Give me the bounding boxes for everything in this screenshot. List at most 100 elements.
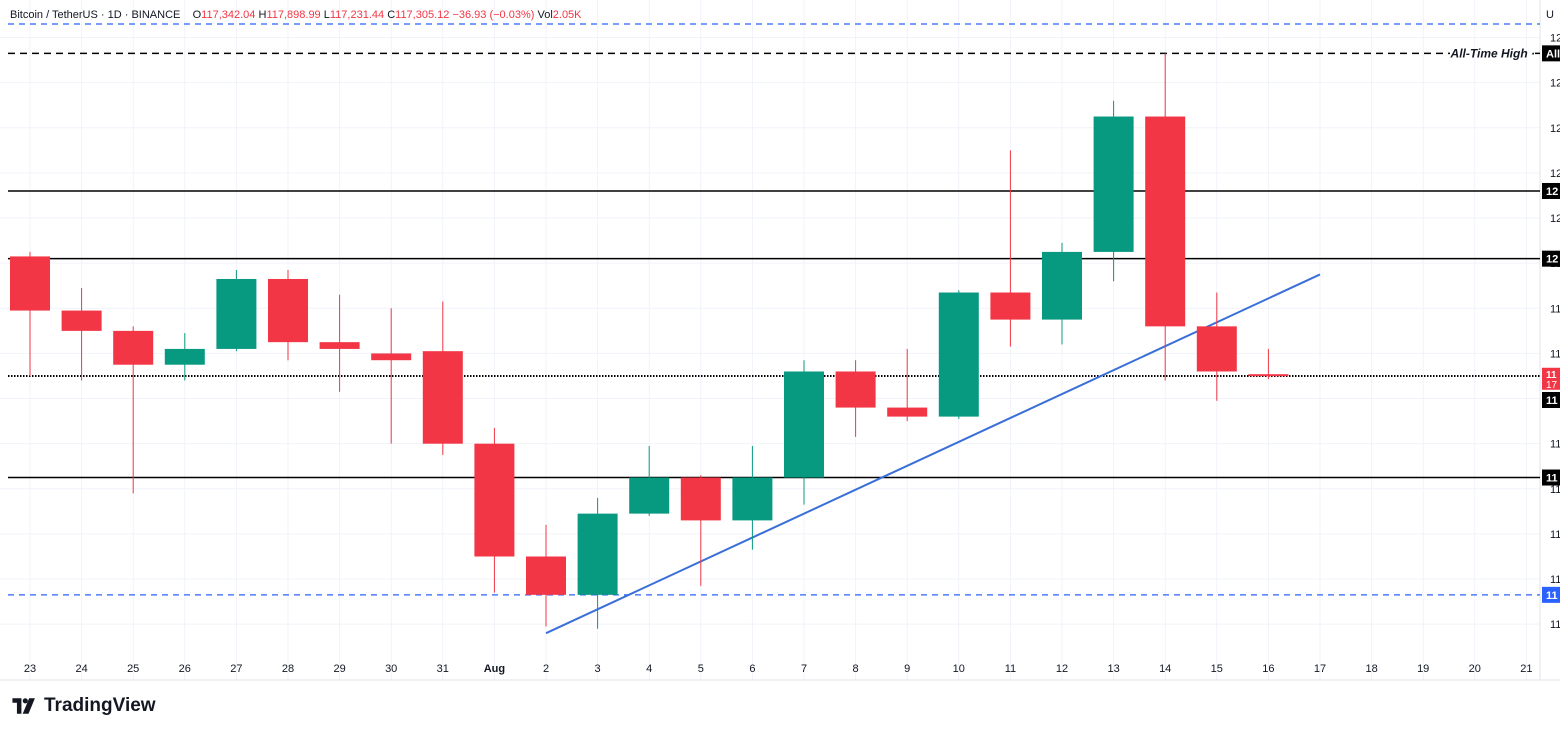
candle-body (1248, 374, 1289, 377)
candle (268, 269, 308, 361)
price-tick-label: 12 (1550, 213, 1560, 225)
level-price-tag (1542, 45, 1560, 62)
legend-vol-label: Vol (537, 9, 553, 21)
candle-body (629, 477, 670, 514)
all-time-high-label: All-Time High · (1450, 46, 1535, 60)
chart-legend: Bitcoin / TetherUS · 1D · BINANCE O117,3… (10, 9, 582, 21)
candle (61, 288, 102, 381)
candle (1196, 292, 1237, 401)
price-tick-label: 11 (1550, 303, 1560, 315)
candle-body (835, 371, 876, 408)
level-price-tag (1542, 250, 1560, 267)
level-price-tag-text: 12 (1546, 254, 1558, 266)
time-tick-label: 12 (1056, 663, 1068, 675)
time-tick-label: 13 (1107, 663, 1119, 675)
current-price-tag (1542, 367, 1560, 390)
time-tick-label: 25 (127, 663, 139, 675)
candle-body (164, 348, 205, 365)
candle-body (422, 351, 463, 444)
candle-body (10, 256, 50, 311)
trendline (545, 273, 1321, 635)
candle-body (938, 292, 979, 417)
current-price-tag-text: 11 (1546, 370, 1557, 381)
legend-low-label: L (323, 9, 330, 21)
candle-body (1093, 116, 1134, 252)
time-tick-label: 21 (1520, 663, 1532, 675)
time-tick-label: 23 (24, 663, 36, 675)
candle (1248, 348, 1289, 380)
time-tick-label: 28 (282, 663, 294, 675)
candle-body (371, 353, 412, 361)
time-tick-label: 24 (75, 663, 87, 675)
candle-body (526, 556, 566, 595)
candle-body (784, 371, 824, 478)
price-tick-label: 12 (1550, 168, 1560, 180)
candle (164, 333, 205, 381)
candle (371, 308, 412, 444)
candle (835, 360, 876, 437)
candle (319, 294, 360, 392)
price-tick-label: 11 (1550, 619, 1560, 631)
time-tick-label: 29 (333, 663, 345, 675)
candle-body (319, 342, 360, 349)
candles (10, 53, 1289, 629)
time-tick-label: 10 (953, 663, 965, 675)
candle (474, 427, 515, 593)
candle-body (1145, 116, 1186, 327)
candle-body (113, 330, 154, 365)
time-tick-label: 26 (179, 663, 191, 675)
legend-symbol[interactable]: Bitcoin / TetherUS · 1D · BINANCE (10, 9, 181, 21)
legend-vol: 2.05K (552, 9, 582, 21)
time-tick-label: 16 (1262, 663, 1274, 675)
price-tick-label: 11 (1550, 484, 1560, 496)
candle-body (61, 310, 102, 331)
price-tick-label: 12 (1550, 78, 1560, 90)
candle-body (268, 278, 308, 343)
candle (887, 348, 928, 422)
candle-body (1196, 326, 1237, 372)
candle (216, 269, 257, 352)
candle-body (680, 477, 721, 521)
time-tick-label: 5 (698, 663, 704, 675)
candle (577, 497, 618, 629)
dotted-level-price-tag-text: 11 (1546, 395, 1558, 407)
current-price-countdown-text: 17 (1546, 380, 1558, 391)
time-axis-labels: 23 24 25 26 27 28 29 30 31 Aug 2 3 4 5 6 7 8 9 10 11 12 13 14 1… (24, 663, 1533, 675)
legend-open-label: O (192, 9, 202, 21)
dotted-level-price-tag (1542, 391, 1560, 408)
level-price-tag-text: 12 (1546, 186, 1558, 198)
level-price-tag-text: 11 (1546, 473, 1558, 485)
time-tick-label: 4 (646, 663, 652, 675)
candle (526, 524, 566, 627)
legend-open: 117,342.04 (201, 9, 256, 21)
brand-name: TradingView (44, 695, 156, 716)
level-price-tag (1542, 469, 1560, 486)
price-tick-label: 12 (1550, 33, 1560, 45)
time-tick-label: Aug (484, 663, 505, 675)
candle (629, 445, 670, 516)
legend-close-label: C (387, 9, 396, 21)
legend-close: 117,305.12 (395, 9, 450, 21)
time-tick-label: 8 (853, 663, 859, 675)
tradingview-logo-icon (12, 698, 35, 714)
time-tick-label: 15 (1211, 663, 1223, 675)
candle-body (1042, 251, 1082, 320)
time-tick-label: 6 (749, 663, 755, 675)
price-tick-label: 11 (1550, 529, 1560, 541)
time-tick-label: 7 (801, 663, 807, 675)
tradingview-logo[interactable]: TradingView (10, 695, 156, 717)
price-tick-label: 11 (1550, 439, 1560, 451)
price-scale-mode-button[interactable]: U (1546, 9, 1554, 21)
price-tick-label: 11 (1550, 348, 1560, 360)
price-tick-label: 12 (1550, 123, 1560, 135)
level-price-tag-text: 11 (1546, 590, 1558, 602)
time-tick-label: 14 (1159, 663, 1171, 675)
candle (422, 301, 463, 455)
price-tick-label: 11 (1550, 574, 1560, 586)
candle-body (474, 443, 515, 557)
candle-body (990, 292, 1031, 320)
candle-body (887, 407, 928, 417)
candle (1042, 242, 1082, 345)
